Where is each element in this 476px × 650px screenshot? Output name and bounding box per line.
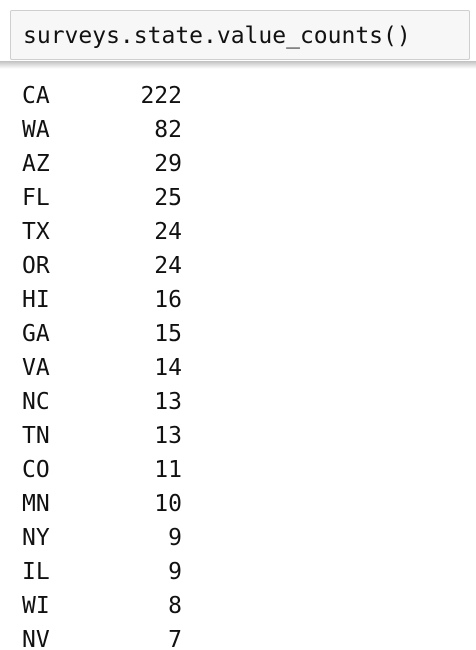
- output-row-key: MN: [22, 491, 50, 517]
- output-row-value: 13: [154, 423, 182, 449]
- output-row-key: FL: [22, 185, 50, 211]
- output-row-key: CO: [22, 457, 50, 483]
- output-row-value: 14: [154, 355, 182, 381]
- output-row-key: CA: [22, 83, 50, 109]
- output-row-value: 9: [168, 559, 182, 585]
- output-row: HI 16: [22, 283, 242, 317]
- output-row-value: 29: [154, 151, 182, 177]
- output-row-key: GA: [22, 321, 50, 347]
- output-row-value: 16: [154, 287, 182, 313]
- output-row-value: 24: [154, 253, 182, 279]
- output-row-key: NY: [22, 525, 50, 551]
- output-row-key: TX: [22, 219, 50, 245]
- output-row-key: NV: [22, 627, 50, 650]
- output-row: IL 9: [22, 555, 242, 589]
- output-row: VA 14: [22, 351, 242, 385]
- output-row-value: 7: [168, 627, 182, 650]
- output-row: WA 82: [22, 113, 242, 147]
- output-row: MN 10: [22, 487, 242, 521]
- output-row: CA 222: [22, 79, 242, 113]
- output-row-key: WI: [22, 593, 50, 619]
- cell-divider-shadow: [0, 61, 476, 69]
- output-row: GA 15: [22, 317, 242, 351]
- code-input-cell[interactable]: surveys.state.value_counts(): [10, 10, 470, 60]
- output-row-key: OR: [22, 253, 50, 279]
- output-row-key: WA: [22, 117, 50, 143]
- output-area: CA 222 WA 82 AZ 29 FL 25 TX 24 OR 24 HI …: [22, 79, 242, 650]
- output-row: OR 24: [22, 249, 242, 283]
- output-row-key: IL: [22, 559, 50, 585]
- code-input-text[interactable]: surveys.state.value_counts(): [23, 23, 411, 49]
- output-row-value: 10: [154, 491, 182, 517]
- output-row-value: 9: [168, 525, 182, 551]
- output-row-value: 25: [154, 185, 182, 211]
- output-row: AZ 29: [22, 147, 242, 181]
- output-row-key: VA: [22, 355, 50, 381]
- output-row-value: 8: [168, 593, 182, 619]
- output-row: NV 7: [22, 623, 242, 650]
- output-row: FL 25: [22, 181, 242, 215]
- output-row: NC 13: [22, 385, 242, 419]
- output-row-key: AZ: [22, 151, 50, 177]
- output-row: TX 24: [22, 215, 242, 249]
- output-row-value: 222: [140, 83, 182, 109]
- output-row-key: HI: [22, 287, 50, 313]
- output-row: TN 13: [22, 419, 242, 453]
- output-row: WI 8: [22, 589, 242, 623]
- output-row-value: 11: [154, 457, 182, 483]
- output-row-value: 24: [154, 219, 182, 245]
- output-row-key: TN: [22, 423, 50, 449]
- output-row-key: NC: [22, 389, 50, 415]
- output-row: NY 9: [22, 521, 242, 555]
- output-row-value: 15: [154, 321, 182, 347]
- output-row: CO 11: [22, 453, 242, 487]
- output-row-value: 82: [154, 117, 182, 143]
- output-row-value: 13: [154, 389, 182, 415]
